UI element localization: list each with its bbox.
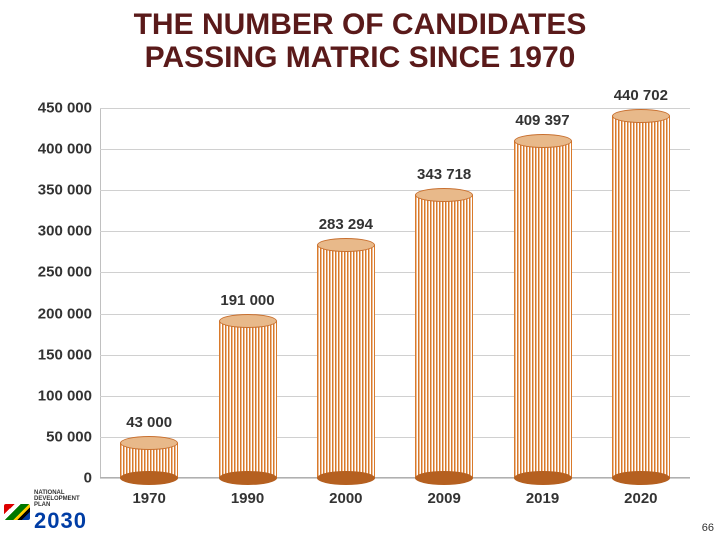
- grid-line: [100, 478, 690, 479]
- grid-line: [100, 314, 690, 315]
- title-line-1: THE NUMBER OF CANDIDATES: [134, 8, 587, 41]
- value-label: 191 000: [188, 292, 308, 309]
- value-label: 283 294: [286, 216, 406, 233]
- column-bar: [612, 116, 670, 478]
- logo-year: 2030: [34, 508, 87, 534]
- value-label: 343 718: [384, 166, 504, 183]
- chart-area: 050 000100 000150 000200 000250 000300 0…: [100, 108, 690, 478]
- logo-text: NATIONAL DEVELOPMENT PLAN: [34, 490, 87, 508]
- column-bar: [120, 443, 178, 478]
- y-tick-label: 0: [2, 470, 92, 487]
- grid-line: [100, 437, 690, 438]
- y-tick-label: 300 000: [2, 223, 92, 240]
- column-bar: [415, 195, 473, 478]
- column-bar: [514, 141, 572, 478]
- value-label: 409 397: [483, 112, 603, 129]
- value-label: 43 000: [89, 414, 209, 431]
- grid-line: [100, 149, 690, 150]
- y-tick-label: 450 000: [2, 100, 92, 117]
- grid-line: [100, 190, 690, 191]
- y-tick-label: 100 000: [2, 387, 92, 404]
- value-label: 440 702: [581, 87, 701, 104]
- column-bar: [219, 321, 277, 478]
- y-tick-label: 400 000: [2, 141, 92, 158]
- plot-region: 050 000100 000150 000200 000250 000300 0…: [100, 108, 690, 478]
- y-tick-label: 50 000: [2, 428, 92, 445]
- column-bar: [317, 245, 375, 478]
- x-tick-label: 2020: [581, 490, 701, 507]
- grid-line: [100, 355, 690, 356]
- chart-title: THE NUMBER OF CANDIDATES PASSING MATRIC …: [0, 0, 720, 78]
- flag-icon: [4, 504, 30, 520]
- title-line-2: PASSING MATRIC SINCE 1970: [145, 41, 576, 74]
- grid-line: [100, 396, 690, 397]
- y-tick-label: 150 000: [2, 346, 92, 363]
- y-tick-label: 250 000: [2, 264, 92, 281]
- footer-logo: NATIONAL DEVELOPMENT PLAN 2030: [4, 490, 87, 534]
- grid-line: [100, 272, 690, 273]
- y-tick-label: 200 000: [2, 305, 92, 322]
- grid-line: [100, 108, 690, 109]
- page-number: 66: [702, 522, 714, 534]
- y-tick-label: 350 000: [2, 182, 92, 199]
